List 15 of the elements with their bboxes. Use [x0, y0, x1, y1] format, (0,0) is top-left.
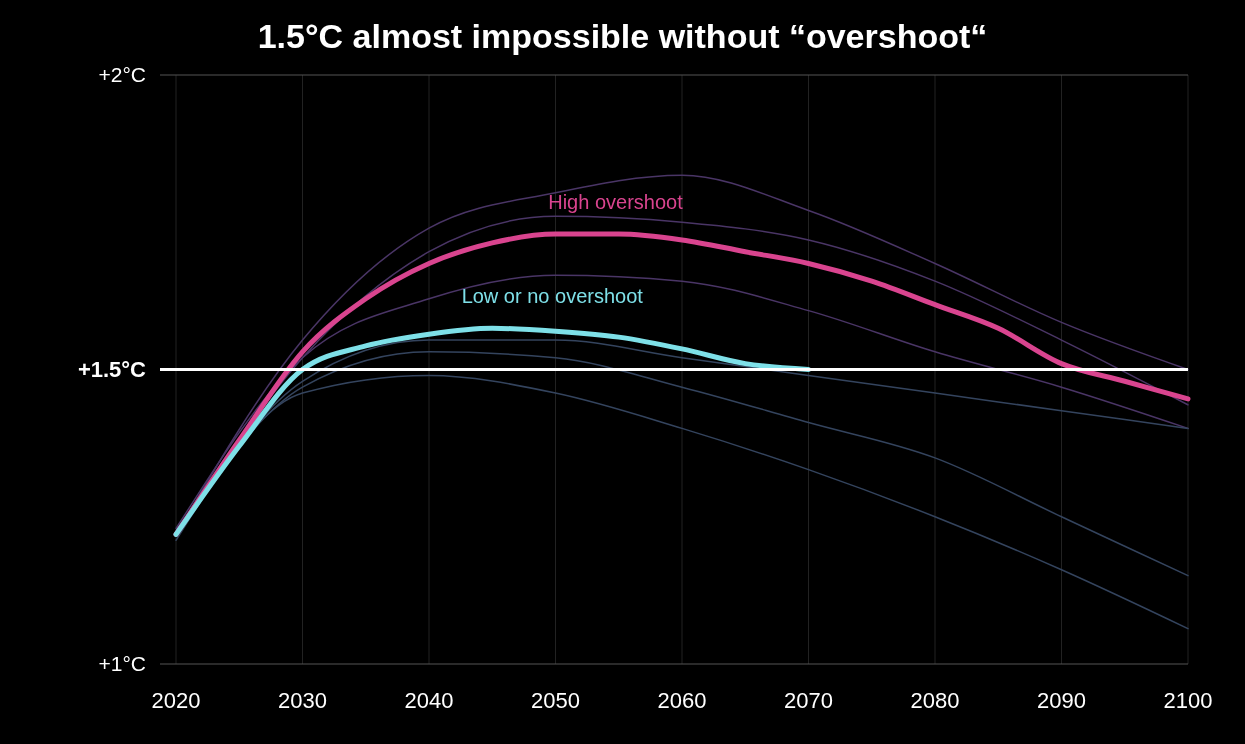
- x-tick-label: 2030: [278, 687, 327, 713]
- series-label: High overshoot: [548, 191, 684, 214]
- x-tick-label: 2060: [657, 687, 707, 713]
- x-tick-label: 2020: [151, 687, 201, 713]
- x-tick-label: 2050: [531, 687, 580, 713]
- series-label: Low or no overshoot: [461, 285, 644, 308]
- x-tick-label: 2090: [1037, 687, 1086, 713]
- chart-title: 1.5°C almost impossible without “overshoot“: [257, 17, 988, 55]
- x-tick-label: 2100: [1163, 687, 1213, 713]
- y-tick-label: +1.5°C: [77, 357, 147, 383]
- x-tick-label: 2070: [784, 687, 833, 713]
- y-tick-label: +2°C: [98, 63, 146, 87]
- x-tick-label: 2080: [910, 687, 960, 713]
- x-tick-label: 2040: [404, 687, 454, 713]
- y-tick-label: +1°C: [98, 652, 146, 676]
